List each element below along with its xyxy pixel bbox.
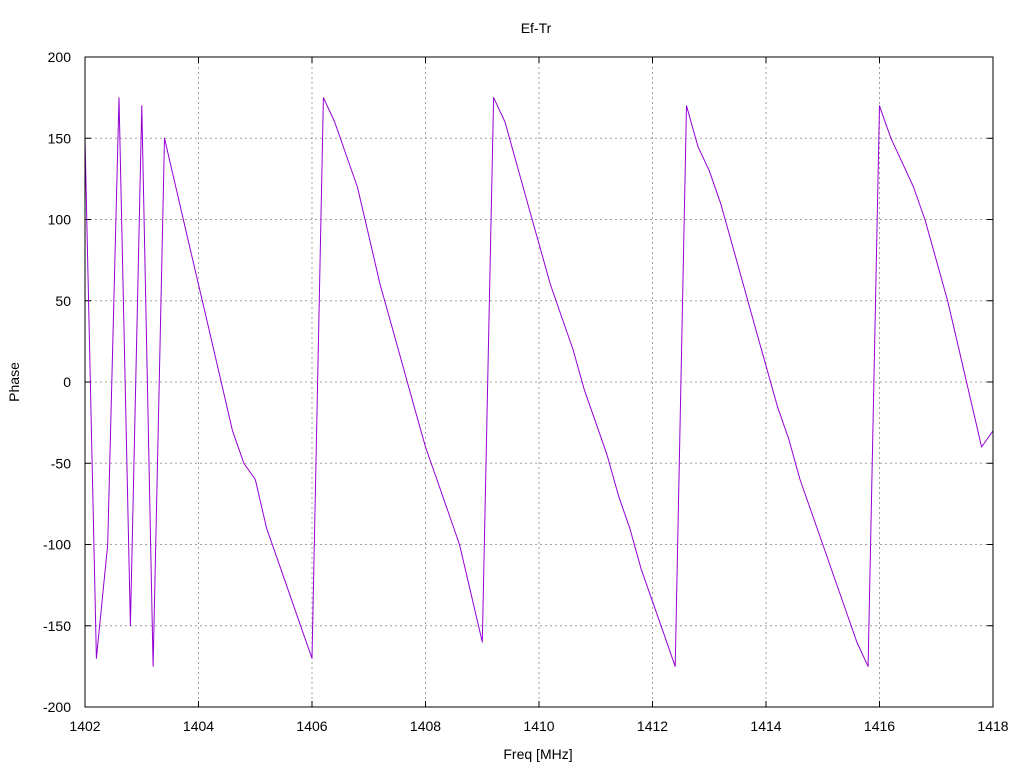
x-tick-label: 1406 — [296, 718, 327, 734]
tick-labels: 1402 1404 1406 1408 1410 1412 1414 1416 1418 -200… — [43, 49, 1009, 734]
y-tick-label: 50 — [55, 293, 71, 309]
y-tick-label: -200 — [43, 699, 71, 715]
y-tick-label: 150 — [48, 130, 72, 146]
x-tick-label: 1418 — [977, 718, 1008, 734]
x-tick-label: 1412 — [637, 718, 668, 734]
x-tick-label: 1402 — [69, 718, 100, 734]
y-tick-label: -150 — [43, 618, 71, 634]
y-axis-label: Phase — [6, 362, 22, 402]
series-group — [84, 97, 994, 667]
chart-title: Ef-Tr — [521, 20, 552, 36]
x-tick-label: 1416 — [864, 718, 895, 734]
x-tick-label: 1414 — [750, 718, 781, 734]
x-tick-label: 1410 — [523, 718, 554, 734]
series-line — [84, 97, 994, 667]
y-tick-label: -100 — [43, 537, 71, 553]
y-tick-label: -50 — [51, 455, 71, 471]
x-axis-label: Freq [MHz] — [503, 746, 572, 762]
plot-frame — [84, 56, 994, 708]
x-tick-label: 1404 — [183, 718, 214, 734]
grid-lines — [85, 57, 993, 707]
y-tick-label: 100 — [48, 212, 72, 228]
x-tick-label: 1408 — [410, 718, 441, 734]
y-tick-label: 0 — [63, 374, 71, 390]
y-tick-label: 200 — [48, 49, 72, 65]
